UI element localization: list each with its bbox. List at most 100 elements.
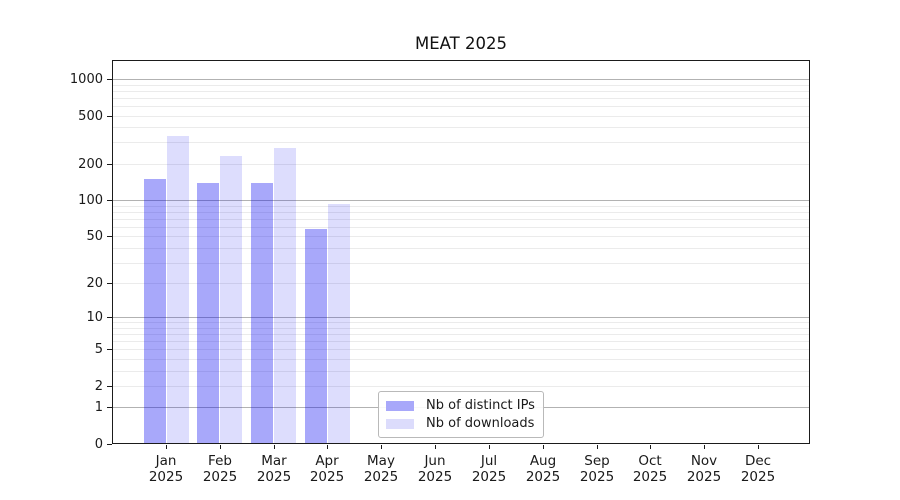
- y-tick: [107, 283, 112, 284]
- gridline-minor: [113, 359, 809, 360]
- bar-distinct-ips: [305, 229, 327, 443]
- x-label-month: Jan: [155, 453, 177, 469]
- x-tick-label: Feb 2025: [188, 453, 252, 485]
- x-label-month: Aug: [529, 453, 557, 469]
- y-tick: [107, 386, 112, 387]
- legend-item-downloads: Nb of downloads: [386, 416, 536, 431]
- y-tick: [107, 200, 112, 201]
- x-label-year: 2025: [632, 469, 668, 485]
- x-tick-label: Apr 2025: [295, 453, 359, 485]
- x-label-month: Oct: [638, 453, 662, 469]
- legend-swatch-distinct-ips: [386, 400, 414, 411]
- y-tick-label: 50: [86, 229, 103, 244]
- legend-label-distinct-ips: Nb of distinct IPs: [426, 398, 535, 413]
- x-label-month: Jun: [424, 453, 446, 469]
- gridline-major: [113, 200, 809, 201]
- bar-downloads: [274, 148, 296, 443]
- y-tick-label: 1: [94, 400, 103, 415]
- x-tick-label: May 2025: [349, 453, 413, 485]
- x-label-month: Mar: [261, 453, 287, 469]
- x-label-month: Dec: [744, 453, 772, 469]
- y-tick-label: 500: [78, 109, 103, 124]
- x-label-year: 2025: [363, 469, 399, 485]
- y-tick: [107, 116, 112, 117]
- x-tick-label: Dec 2025: [726, 453, 790, 485]
- gridline-minor: [113, 371, 809, 372]
- x-label-year: 2025: [202, 469, 238, 485]
- x-label-month: Sep: [584, 453, 610, 469]
- y-tick-label: 100: [78, 193, 103, 208]
- gridline-minor: [113, 212, 809, 213]
- x-label-year: 2025: [471, 469, 507, 485]
- y-tick: [107, 444, 112, 445]
- x-tick: [327, 445, 328, 449]
- x-tick: [166, 445, 167, 449]
- gridline-minor: [113, 219, 809, 220]
- y-tick-label: 2: [94, 379, 103, 394]
- chart-title: MEAT 2025: [415, 34, 507, 53]
- gridline-minor: [113, 91, 809, 92]
- gridline-major: [113, 79, 809, 80]
- y-tick: [107, 317, 112, 318]
- x-label-year: 2025: [256, 469, 292, 485]
- gridline-minor: [113, 386, 809, 387]
- x-tick-label: Aug 2025: [511, 453, 575, 485]
- x-label-month: May: [367, 453, 395, 469]
- x-tick-label: Jan 2025: [134, 453, 198, 485]
- gridline-minor: [113, 106, 809, 107]
- y-tick-label: 20: [86, 276, 103, 291]
- x-label-year: 2025: [148, 469, 184, 485]
- gridline-minor: [113, 248, 809, 249]
- x-label-year: 2025: [525, 469, 561, 485]
- x-tick-label: Mar 2025: [242, 453, 306, 485]
- gridline-minor: [113, 206, 809, 207]
- x-tick: [489, 445, 490, 449]
- gridline-minor: [113, 236, 809, 237]
- x-label-month: Nov: [690, 453, 718, 469]
- x-tick-label: Nov 2025: [672, 453, 736, 485]
- x-tick: [704, 445, 705, 449]
- x-tick-label: Jul 2025: [457, 453, 521, 485]
- y-tick-label: 5: [94, 342, 103, 357]
- y-tick: [107, 236, 112, 237]
- x-tick: [758, 445, 759, 449]
- x-label-year: 2025: [740, 469, 776, 485]
- x-label-month: Feb: [208, 453, 232, 469]
- x-tick: [381, 445, 382, 449]
- bar-distinct-ips: [197, 183, 219, 443]
- gridline-minor: [113, 98, 809, 99]
- gridline-minor: [113, 85, 809, 86]
- x-label-year: 2025: [309, 469, 345, 485]
- bar-downloads: [328, 204, 350, 443]
- x-tick: [274, 445, 275, 449]
- gridline-minor: [113, 283, 809, 284]
- x-tick-label: Oct 2025: [618, 453, 682, 485]
- bar-distinct-ips: [251, 183, 273, 443]
- gridline-minor: [113, 349, 809, 350]
- gridline-minor: [113, 341, 809, 342]
- gridline-minor: [113, 334, 809, 335]
- gridline-minor: [113, 116, 809, 117]
- bar-downloads: [220, 156, 242, 443]
- gridline-minor: [113, 127, 809, 128]
- x-label-year: 2025: [579, 469, 615, 485]
- x-tick-label: Jun 2025: [403, 453, 467, 485]
- bar-downloads: [167, 136, 189, 443]
- x-tick: [435, 445, 436, 449]
- x-label-year: 2025: [686, 469, 722, 485]
- bar-distinct-ips: [144, 179, 166, 443]
- y-tick: [107, 164, 112, 165]
- x-label-month: Jul: [480, 453, 498, 469]
- gridline-minor: [113, 322, 809, 323]
- y-tick-label: 1000: [69, 72, 103, 87]
- y-tick-label: 200: [78, 157, 103, 172]
- legend-swatch-downloads: [386, 418, 414, 429]
- gridline-minor: [113, 263, 809, 264]
- legend-item-distinct-ips: Nb of distinct IPs: [386, 398, 536, 413]
- gridline-major: [113, 317, 809, 318]
- x-tick-label: Sep 2025: [565, 453, 629, 485]
- y-tick: [107, 407, 112, 408]
- x-tick: [543, 445, 544, 449]
- x-label-month: Apr: [315, 453, 339, 469]
